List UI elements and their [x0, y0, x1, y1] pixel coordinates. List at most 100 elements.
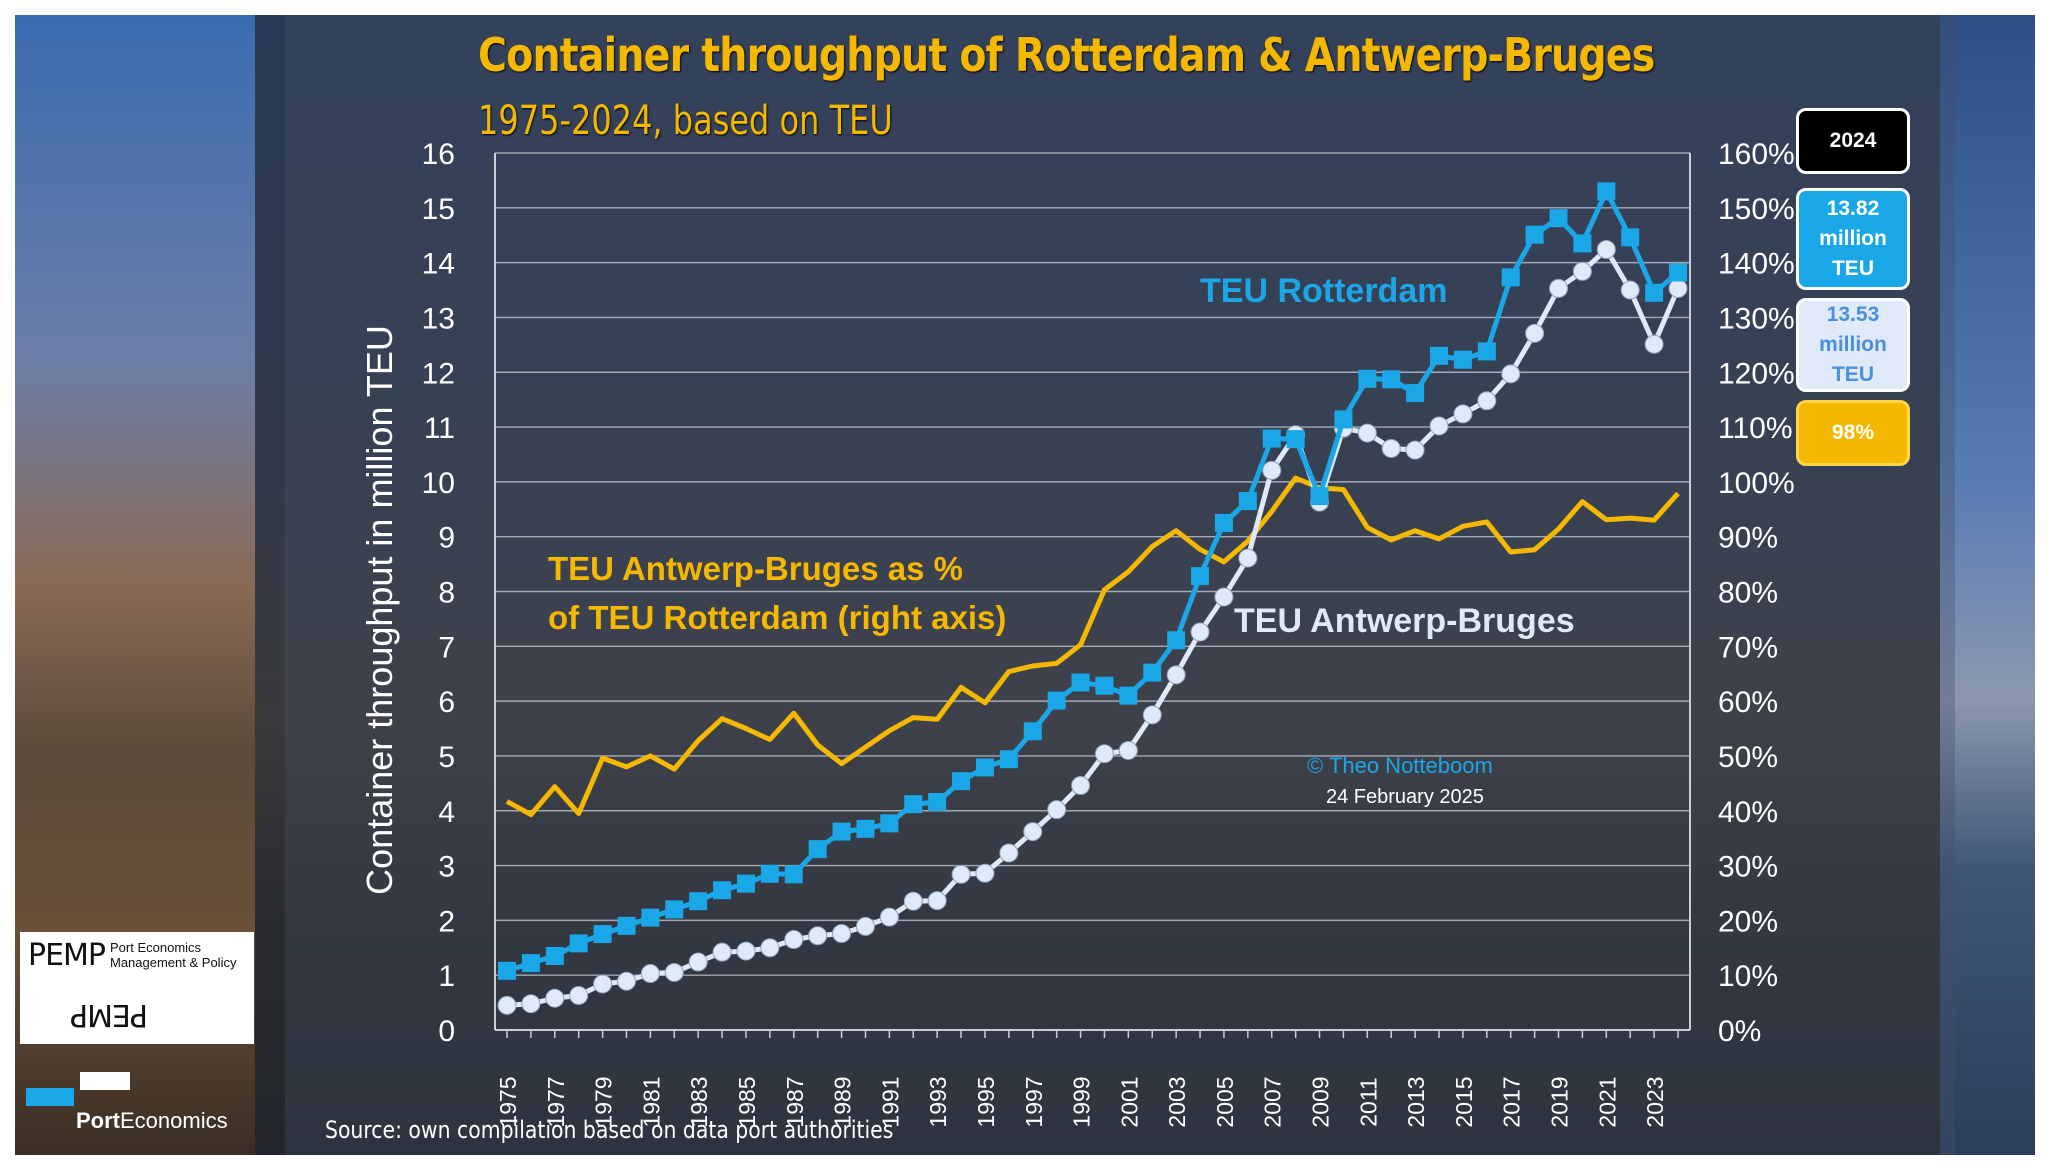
antwerp-point — [1429, 416, 1449, 436]
x-tick-label: 2023 — [1642, 1076, 1668, 1127]
rotterdam-point — [760, 864, 779, 883]
rotterdam-unit-2: TEU — [1831, 257, 1874, 280]
x-tick-label: 1989 — [830, 1076, 856, 1127]
x-tick-label: 2011 — [1355, 1077, 1381, 1126]
x-tick-label: 1997 — [1021, 1076, 1047, 1127]
rotterdam-point — [521, 954, 540, 973]
x-tick-label: 2009 — [1308, 1076, 1334, 1127]
antwerp-value-box: 13.53 million TEU — [1796, 298, 1910, 392]
y-tick-label: 14 — [422, 248, 455, 281]
rotterdam-point — [617, 916, 636, 935]
y2-tick-label: 60% — [1718, 686, 1778, 719]
antwerp-point — [784, 930, 804, 950]
y2-tick-label: 90% — [1718, 522, 1778, 555]
rotterdam-point — [1119, 686, 1138, 705]
x-tick-label: 1987 — [782, 1076, 808, 1127]
antwerp-value: 13.53 — [1826, 303, 1880, 326]
axis-layer: 0123456789101112131415160%10%20%30%40%50… — [422, 138, 1795, 1128]
rotterdam-point — [1621, 228, 1640, 247]
rotterdam-point — [736, 874, 755, 893]
x-tick-label: 1979 — [591, 1076, 617, 1127]
x-tick-label: 2019 — [1547, 1076, 1573, 1127]
rotterdam-point — [1334, 410, 1353, 429]
antwerp-point — [1525, 323, 1545, 343]
grid-layer — [495, 152, 1690, 1031]
rotterdam-point — [1382, 370, 1401, 389]
label-antwerp: TEU Antwerp-Bruges — [1234, 602, 1575, 640]
label-rotterdam: TEU Rotterdam — [1200, 272, 1447, 310]
date-text: 24 February 2025 — [1326, 786, 1484, 808]
antwerp-point — [855, 916, 875, 936]
y2-tick-label: 30% — [1718, 851, 1778, 884]
antwerp-point — [1405, 440, 1425, 460]
x-tick-label: 2001 — [1116, 1076, 1142, 1127]
antwerp-point — [1357, 423, 1377, 443]
copyright-text: © Theo Notteboom — [1307, 753, 1493, 778]
rotterdam-unit-1: million — [1819, 227, 1887, 250]
x-tick-label: 2003 — [1164, 1076, 1190, 1127]
rotterdam-point — [1047, 691, 1066, 710]
rotterdam-point — [1645, 283, 1664, 302]
antwerp-point — [808, 926, 828, 946]
rotterdam-point — [1430, 346, 1449, 365]
y-tick-label: 13 — [422, 302, 455, 335]
antwerp-point — [1596, 239, 1616, 259]
rotterdam-point — [1525, 225, 1544, 244]
rotterdam-point — [1167, 631, 1186, 650]
x-tick-label: 1977 — [543, 1076, 569, 1127]
rotterdam-point — [952, 772, 971, 791]
logo-brand-bold: Port — [76, 1108, 120, 1133]
y2-tick-label: 130% — [1718, 302, 1795, 335]
rotterdam-point — [975, 758, 994, 777]
background-photo-right — [1940, 15, 2035, 1155]
rotterdam-point — [641, 908, 660, 927]
antwerp-point — [1668, 278, 1688, 298]
antwerp-point — [1381, 438, 1401, 458]
rotterdam-point — [1669, 263, 1687, 282]
y2-tick-label: 140% — [1718, 248, 1795, 281]
y-tick-label: 16 — [422, 138, 455, 171]
chart-title: Container throughput of Rotterdam & Antw… — [478, 28, 1655, 82]
y2-tick-label: 20% — [1718, 905, 1778, 938]
antwerp-point — [497, 995, 517, 1015]
series-line-2 — [505, 475, 1680, 818]
x-tick-label: 1995 — [973, 1076, 999, 1127]
antwerp-point — [1477, 391, 1497, 411]
x-tick-label: 2007 — [1260, 1076, 1286, 1127]
rotterdam-point — [1095, 676, 1114, 695]
rotterdam-point — [1406, 384, 1425, 403]
antwerp-point — [664, 962, 684, 982]
antwerp-point — [760, 938, 780, 958]
pct-value-box: 98% — [1796, 400, 1910, 466]
antwerp-point — [927, 891, 947, 911]
antwerp-point — [832, 924, 852, 944]
rotterdam-point — [665, 900, 684, 919]
pemp-logo: PEMP Port Economics Management & Policy … — [20, 932, 254, 1044]
year-box: 2024 — [1796, 108, 1910, 174]
y2-tick-label: 50% — [1718, 741, 1778, 774]
antwerp-unit-2: TEU — [1831, 363, 1874, 386]
antwerp-point — [521, 994, 541, 1014]
antwerp-point — [688, 952, 708, 972]
y2-tick-label: 10% — [1718, 960, 1778, 993]
antwerp-point — [1644, 334, 1664, 354]
antwerp-point — [1190, 622, 1210, 642]
rotterdam-point — [1358, 369, 1377, 388]
antwerp-point — [640, 964, 660, 984]
rotterdam-point — [832, 822, 851, 841]
rotterdam-point — [928, 792, 947, 811]
rotterdam-point — [784, 865, 803, 884]
antwerp-point — [1118, 740, 1138, 760]
y-tick-label: 11 — [424, 412, 455, 445]
antwerp-unit-1: million — [1819, 333, 1887, 356]
label-pct-line1: TEU Antwerp-Bruges as % — [548, 550, 963, 587]
antwerp-point — [712, 942, 732, 962]
antwerp-point — [1071, 776, 1091, 796]
antwerp-point — [1094, 744, 1114, 764]
y-tick-label: 9 — [438, 522, 455, 555]
x-tick-label: 1993 — [925, 1076, 951, 1127]
y-tick-label: 4 — [438, 796, 455, 829]
series-layer — [497, 182, 1688, 1015]
x-tick-label: 1991 — [877, 1076, 903, 1127]
y-tick-label: 7 — [438, 631, 455, 664]
